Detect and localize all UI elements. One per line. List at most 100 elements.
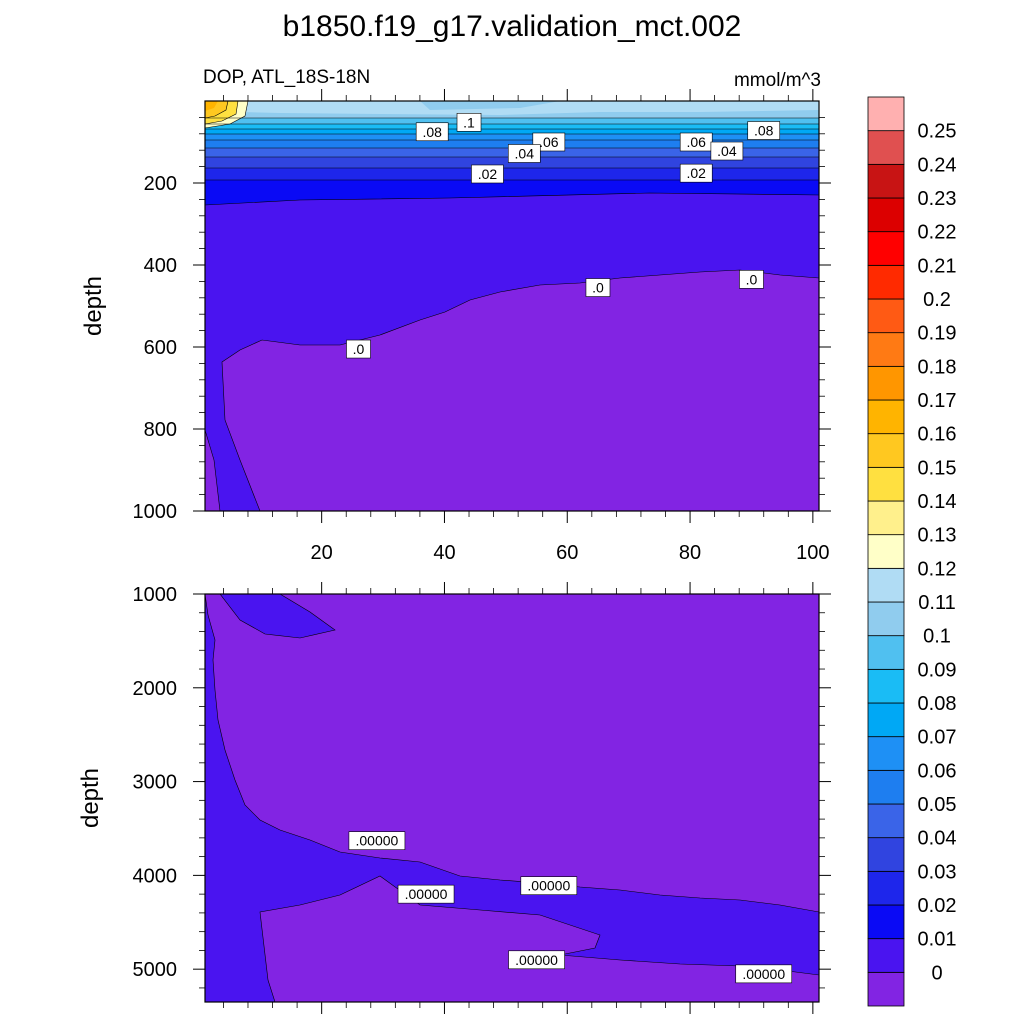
colorbar-label: 0.21	[918, 255, 957, 277]
colorbar-label: 0.2	[923, 289, 951, 311]
contour-label-text: .00000	[527, 878, 570, 894]
upper-zero-region	[221, 269, 819, 511]
lower-axes: 1000 2000 3000 4000 5000	[133, 582, 831, 1014]
colorbar-swatch	[867, 904, 905, 940]
contour-label-text: .0	[592, 280, 604, 296]
colorbar-label: 0.08	[918, 693, 957, 715]
y-tick-label: 3000	[133, 772, 178, 794]
upper-axes: 200 400 600 800 1000 20 40 60 80 100	[133, 89, 831, 564]
colorbar-swatch	[867, 769, 905, 805]
contour-label: .06	[532, 132, 566, 152]
contour-label-text: .00000	[405, 886, 448, 902]
colorbar-swatch	[867, 803, 905, 839]
colorbar-swatch	[867, 264, 905, 300]
contour-label-text: .00000	[742, 966, 785, 982]
colorbar-swatch	[867, 938, 905, 973]
colorbar-swatch	[867, 601, 905, 637]
contour-label: .1	[456, 113, 482, 132]
colorbar-swatch	[867, 668, 905, 704]
colorbar-label: 0	[931, 962, 942, 984]
contour-label-text: .0	[746, 271, 758, 287]
contour-label-text: .08	[754, 123, 774, 139]
x-tick-label: 80	[679, 542, 701, 564]
contour-label-text: .00000	[515, 952, 558, 968]
x-tick-label: 100	[796, 542, 829, 564]
colorbar-swatch	[867, 500, 905, 536]
contour-label-box	[471, 164, 504, 184]
y-tick-label: 1000	[133, 584, 178, 606]
colorbar-label: 0.12	[918, 558, 957, 580]
contour-label-box	[585, 278, 611, 297]
contour-label-box	[679, 163, 713, 183]
colorbar-swatch	[867, 96, 905, 132]
colorbar-label: 0.14	[918, 491, 957, 513]
contour-label: .02	[679, 163, 713, 183]
upper-contour-labels: .08.1.06.04.02.06.04.02.08.0.0.0	[346, 113, 781, 359]
lower-y-axis-label: depth	[77, 768, 104, 828]
colorbar-label: 0.13	[918, 525, 957, 547]
contour-label-text: .04	[717, 143, 737, 159]
colorbar-swatch	[867, 332, 905, 367]
contour-label-text: .06	[539, 134, 559, 150]
y-tick-label: 4000	[133, 865, 178, 887]
colorbar-swatch	[867, 399, 905, 435]
contour-label-box	[520, 876, 578, 895]
y-tick-label: 200	[144, 173, 177, 195]
colorbar-label: 0.04	[918, 828, 957, 850]
colorbar-swatch	[867, 163, 905, 199]
upper-contour-fill	[205, 101, 819, 511]
colorbar-label: 0.06	[918, 760, 957, 782]
lower-panel: 1000 2000 3000 4000 5000 .00000 .00000 .00000.…	[77, 582, 831, 1014]
contour-label: .02	[471, 164, 504, 184]
contour-label-box	[456, 113, 482, 132]
contour-label: .04	[710, 141, 744, 161]
y-tick-label: 400	[144, 255, 177, 277]
colorbar-label: 0.25	[918, 121, 957, 143]
y-tick-label: 5000	[133, 959, 178, 981]
contour-label: .06	[679, 132, 713, 152]
contour-label: .00000	[508, 950, 565, 970]
contour-label: .00000	[348, 831, 406, 850]
contour-label: .08	[415, 122, 449, 142]
colorbar-swatch	[867, 197, 905, 233]
colorbar-label: 0.05	[918, 794, 957, 816]
colorbar-swatch	[867, 736, 905, 771]
contour-label-text: .0	[353, 341, 365, 357]
y-tick-label: 1000	[133, 501, 178, 523]
contour-label-box	[415, 122, 449, 142]
colorbar-swatch	[867, 298, 905, 334]
colorbar-label: 0.1	[923, 626, 951, 648]
contour-label: .00000	[397, 884, 455, 904]
colorbar-label: 0.15	[918, 457, 957, 479]
colorbar-swatch	[867, 433, 905, 468]
colorbar-swatch	[867, 837, 905, 872]
contour-label-box	[397, 884, 455, 904]
colorbar-label: 0.23	[918, 188, 957, 210]
y-tick-label: 600	[144, 337, 177, 359]
contour-label-box	[508, 950, 565, 970]
colorbar-swatch	[867, 567, 905, 603]
chart-units: mmol/m^3	[734, 70, 821, 91]
x-tick-label: 20	[311, 542, 333, 564]
contour-label: .0	[739, 270, 764, 289]
contour-label-box	[348, 831, 406, 850]
colorbar-label: 0.01	[918, 929, 957, 951]
contour-label-box	[507, 144, 541, 163]
x-tick-label: 60	[556, 542, 578, 564]
contour-label-text: .04	[515, 145, 535, 161]
chart-subtitle-left: DOP, ATL_18S-18N	[203, 67, 370, 88]
colorbar-label: 0.11	[918, 592, 955, 614]
contour-label-text: .02	[686, 165, 706, 181]
colorbar-label: 0.07	[918, 727, 957, 749]
colorbar-swatch	[867, 130, 905, 165]
contour-label-text: .08	[422, 124, 442, 140]
contour-label: .00000	[520, 876, 578, 895]
x-tick-label: 40	[433, 542, 455, 564]
contour-label-box	[532, 132, 566, 152]
upper-y-axis-label: depth	[80, 276, 107, 336]
colorbar: 0 0.01 0.02 0.03 0.04 0.05 0.06 0.07 0.08 0.09 0.1…	[867, 96, 957, 1007]
y-tick-label: 2000	[133, 678, 178, 700]
contour-label: .00000	[735, 964, 793, 984]
